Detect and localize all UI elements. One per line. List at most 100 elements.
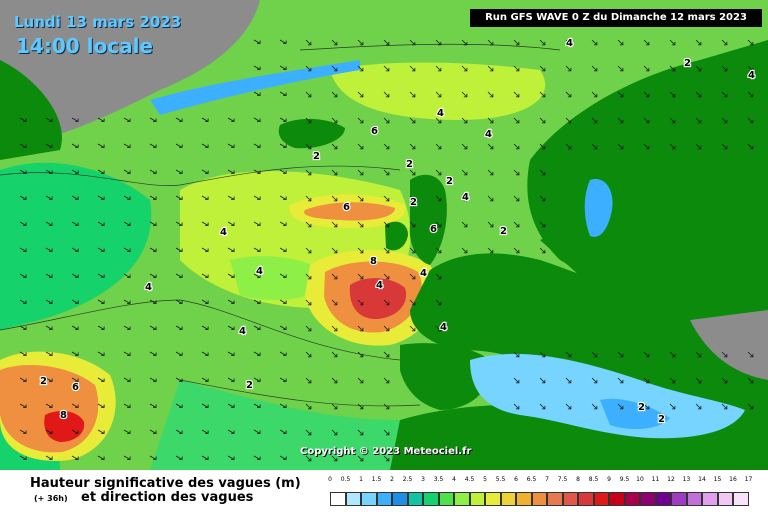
caption-subtitle: et direction des vagues (81, 490, 254, 505)
legend-swatch (469, 492, 485, 506)
legend-tick: 8.5 (588, 476, 599, 483)
contour-label: 2 (684, 58, 691, 69)
wave-arrow (409, 299, 416, 306)
contour-label: 4 (420, 268, 427, 279)
wave-arrow (539, 91, 546, 98)
wave-arrow (357, 351, 364, 358)
contour-label: 4 (437, 108, 444, 119)
wave-arrow (643, 65, 650, 72)
wave-arrow (539, 195, 546, 202)
sea-zone-west (0, 162, 152, 330)
wave-arrow (227, 169, 235, 174)
wave-arrow (513, 351, 520, 358)
wave-arrow (383, 39, 390, 46)
wave-arrow (331, 273, 338, 280)
wave-arrow (461, 247, 468, 254)
legend-swatch (500, 492, 516, 506)
legend-tick: 9.5 (619, 476, 630, 483)
legend-tick: 6 (514, 476, 518, 483)
wave-arrow (331, 169, 338, 176)
wave-arrow (617, 143, 624, 150)
wave-arrow (97, 403, 105, 408)
caption-lead: (+ 36h) (34, 494, 68, 503)
wave-arrow (71, 273, 79, 278)
legend-tick: 3.5 (433, 476, 444, 483)
wave-arrow (643, 117, 650, 124)
wave-arrow (201, 273, 209, 278)
contour-label: 2 (446, 176, 453, 187)
wave-arrow (253, 455, 261, 460)
wave-arrow (643, 403, 650, 410)
wave-arrow (513, 143, 520, 150)
wave-arrow (19, 351, 27, 356)
legend-swatch (454, 492, 470, 506)
contour-label: 2 (313, 151, 320, 162)
wave-arrow (305, 39, 312, 46)
wave-arrow (383, 169, 390, 176)
legend-swatch (671, 492, 687, 506)
wave-arrow (71, 377, 79, 382)
wave-zone-southwest-orange (0, 365, 99, 453)
wave-arrow (331, 351, 338, 358)
wave-arrow (747, 377, 754, 384)
contour-label: 4 (462, 192, 469, 203)
wave-arrow (513, 247, 520, 254)
wave-arrow (643, 351, 650, 358)
wave-arrow (747, 403, 754, 410)
wave-arrow (383, 117, 390, 124)
contour-label: 4 (145, 282, 152, 293)
legend-swatch (593, 492, 609, 506)
wave-arrow (175, 377, 183, 382)
wave-arrow (253, 221, 261, 226)
wave-arrow (669, 351, 676, 358)
wave-arrow (617, 65, 624, 72)
wave-arrow (305, 455, 312, 462)
legend-tick: 0 (328, 476, 332, 483)
wave-arrow (71, 455, 79, 460)
wave-arrow (617, 377, 624, 384)
wave-arrow (357, 117, 364, 124)
wave-arrow (19, 195, 27, 200)
wave-arrow (513, 403, 520, 410)
wave-arrow (383, 65, 390, 72)
land-canada (0, 60, 62, 160)
contour-label: 2 (246, 380, 253, 391)
sea-mediterranean (470, 353, 745, 439)
wave-arrow (565, 117, 572, 124)
legend-swatch (686, 492, 702, 506)
wave-arrow (669, 117, 676, 124)
legend-tick: 11 (651, 476, 660, 483)
wave-arrow (383, 403, 390, 410)
legend-swatch (531, 492, 547, 506)
wave-arrow (123, 169, 131, 174)
wave-arrow (461, 65, 468, 72)
wave-arrow (357, 377, 364, 384)
contour-label: 2 (638, 402, 645, 413)
wave-height-legend: 0 0.5 1 1.5 2 2.5 3 3.5 4 4.5 5 5.5 6 6.5 7 7.5 8 8.5 9 9.5… (328, 476, 752, 510)
wave-arrow (45, 429, 53, 434)
wave-arrow (383, 377, 390, 384)
wave-arrow (435, 325, 442, 332)
wave-arrow (539, 403, 546, 410)
contour-label: 6 (430, 224, 437, 235)
wave-arrow (19, 247, 27, 252)
wave-arrow (539, 221, 546, 228)
wave-arrow (331, 455, 338, 462)
wave-arrow (383, 429, 390, 436)
wave-arrow (279, 65, 287, 70)
wave-arrow (227, 273, 235, 278)
wave-arrow (357, 299, 364, 306)
wave-arrow (539, 377, 546, 384)
wave-arrow (279, 429, 287, 434)
wave-arrow (19, 455, 27, 460)
wave-arrow (435, 195, 442, 202)
wave-arrow (71, 169, 79, 174)
sea-zone-south (150, 380, 430, 470)
wave-arrow (721, 39, 728, 46)
sea-zone-north (330, 62, 546, 120)
wave-arrow (123, 247, 131, 252)
legend-swatch (330, 492, 346, 506)
wave-arrow (19, 377, 27, 382)
